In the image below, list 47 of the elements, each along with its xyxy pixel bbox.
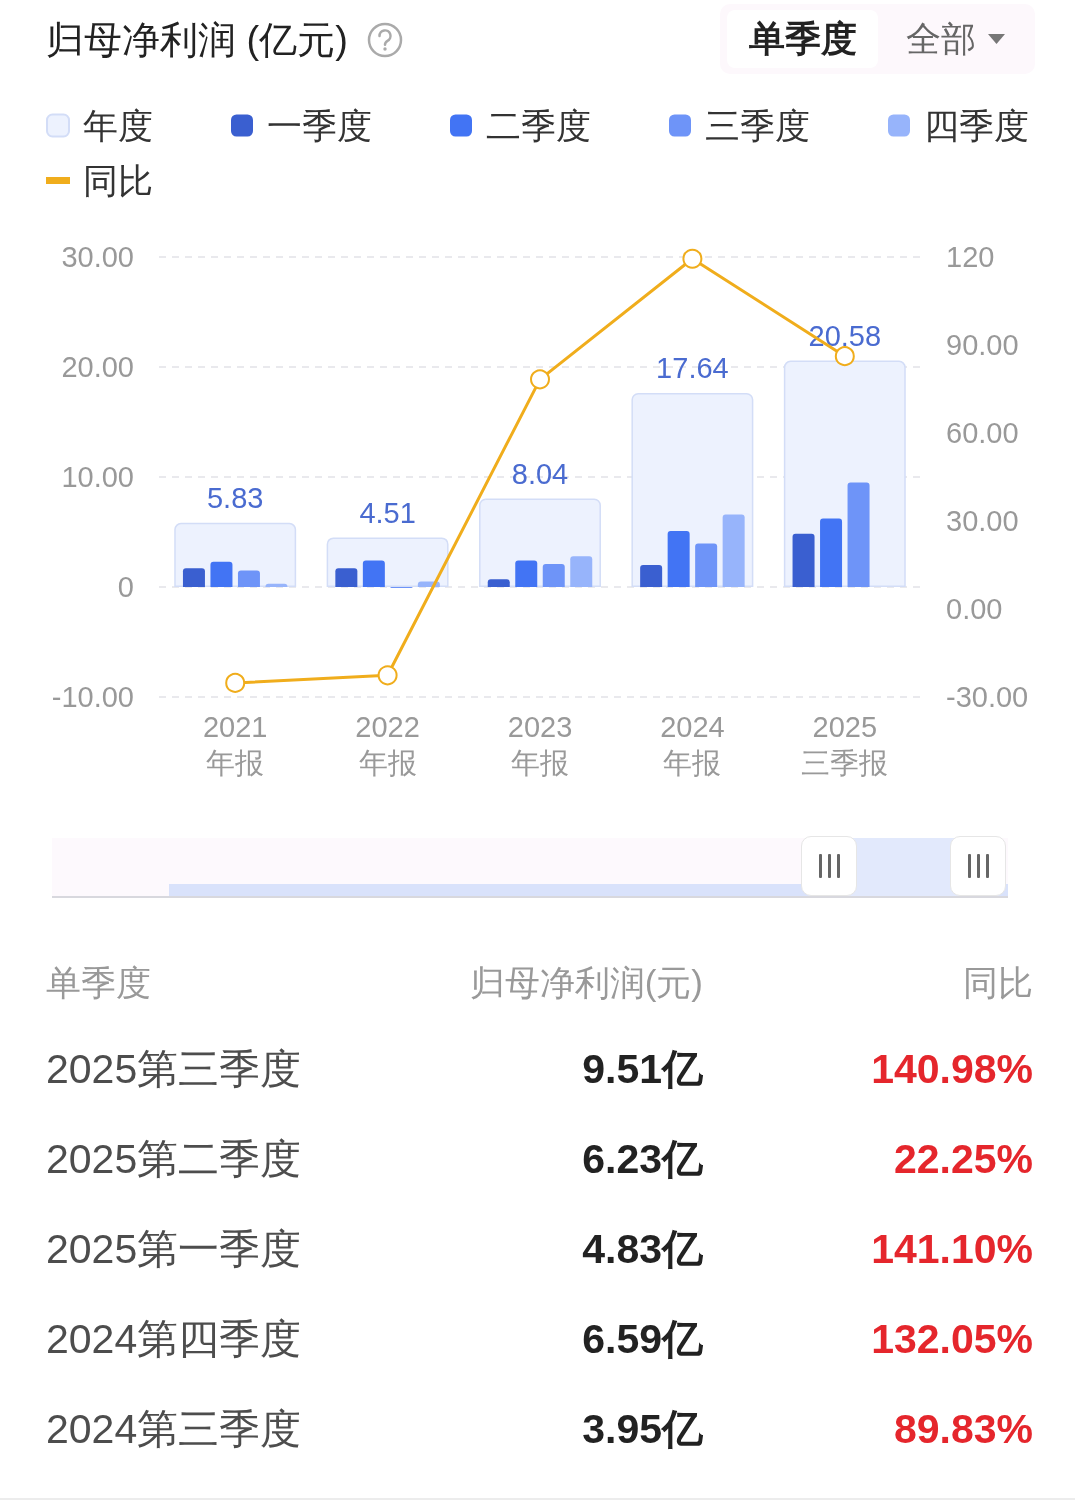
chart-title: 归母净利润 (亿元) (46, 17, 348, 63)
text: 2024第三季度 (46, 1404, 302, 1454)
text: 6.59亿 (582, 1314, 703, 1364)
legend-label: 三季度 (705, 106, 810, 145)
text: 单季度 (46, 961, 151, 1004)
data-label: 8.04 (511, 458, 569, 491)
x-tick-label: 2022 年报 (355, 711, 420, 779)
text: 22.25% (893, 1134, 1033, 1184)
y2-tick-label: 30.00 (946, 505, 1019, 537)
text: 140.98% (871, 1044, 1033, 1094)
y2-tick-label: 60.00 (946, 417, 1019, 449)
y-tick-label: 0 (117, 571, 134, 603)
data-label: 20.58 (808, 320, 882, 353)
view-toggle: 单季度 全部 (720, 4, 1035, 74)
text: 132.05% (871, 1314, 1033, 1364)
legend-label: 同比 (83, 161, 153, 200)
x-tick-label: 2023 年报 (507, 711, 573, 779)
y-tick-label: 20.00 (61, 351, 134, 383)
text: 141.10% (871, 1224, 1033, 1274)
y2-tick-label: 120 (946, 241, 995, 273)
text: 4.83亿 (582, 1224, 703, 1274)
legend-label: 年度 (83, 106, 153, 145)
y-tick-label: 10.00 (61, 461, 134, 493)
text: 2024第四季度 (46, 1314, 302, 1364)
text: 3.95亿 (582, 1404, 703, 1454)
text: 6.23亿 (582, 1134, 703, 1184)
text: 9.51亿 (582, 1044, 703, 1094)
data-label: 5.83 (206, 482, 264, 515)
data-label: 4.51 (359, 496, 416, 529)
legend-label: 四季度 (924, 106, 1029, 145)
data-label: 17.64 (656, 352, 729, 385)
text: 2025第二季度 (46, 1134, 302, 1184)
legend-label: 二季度 (486, 106, 591, 145)
y2-tick-label: 90.00 (946, 329, 1019, 361)
y2-tick-label: -30.00 (946, 681, 1029, 713)
text: 2025第一季度 (46, 1224, 302, 1274)
text: 同比 (963, 961, 1033, 1004)
y-tick-label: 30.00 (61, 241, 134, 273)
y2-tick-label: 0.00 (946, 593, 1003, 625)
x-tick-label: 2021 年报 (202, 711, 268, 779)
legend-label: 一季度 (267, 106, 372, 145)
text: 89.83% (893, 1404, 1033, 1454)
x-tick-label: 2025 三季报 (801, 711, 889, 779)
y-tick-label: -10.00 (51, 681, 134, 713)
text: 归母净利润(元) (469, 961, 703, 1004)
text: 2025第三季度 (46, 1044, 302, 1094)
x-tick-label: 2024 年报 (660, 711, 725, 779)
